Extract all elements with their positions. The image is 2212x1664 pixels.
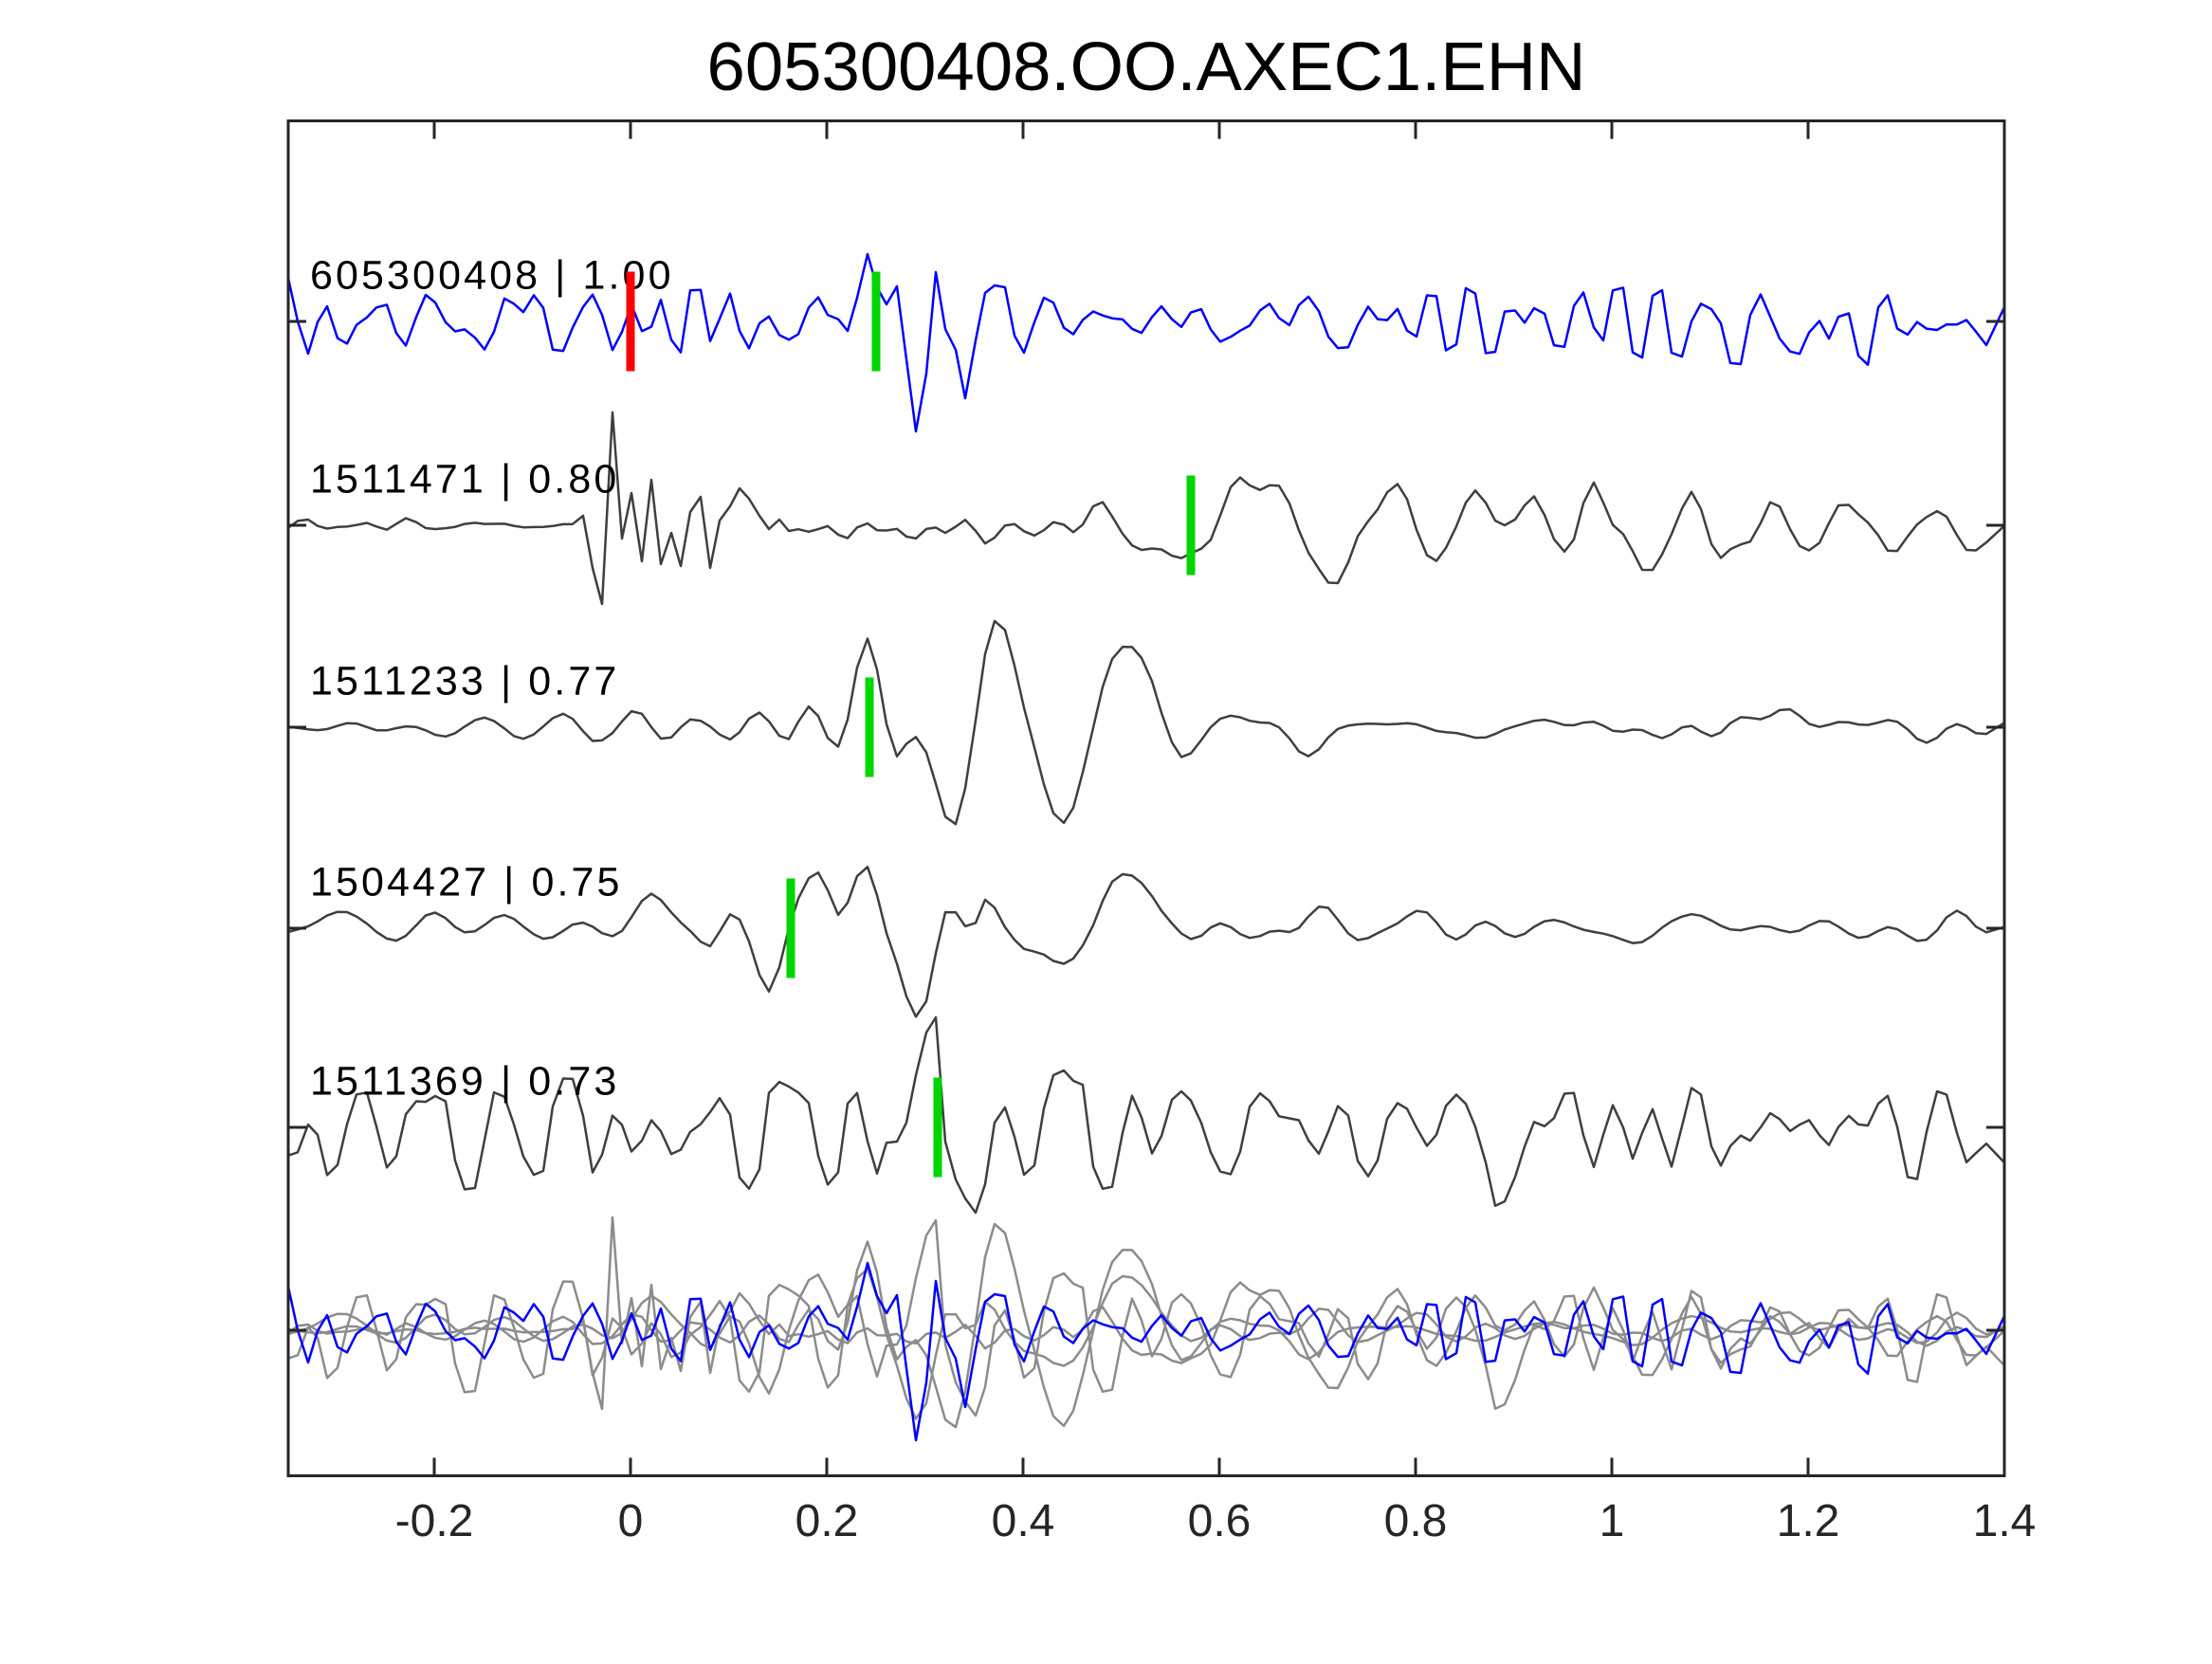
svg-text:1: 1 [1600,1496,1625,1546]
svg-text:0: 0 [618,1496,644,1546]
svg-text:605300408.OO.AXEC1.EHN: 605300408.OO.AXEC1.EHN [707,28,1586,105]
svg-text:1.4: 1.4 [1973,1496,2037,1546]
svg-text:0.6: 0.6 [1188,1496,1252,1546]
svg-text:1511369 | 0.73: 1511369 | 0.73 [310,1059,619,1105]
svg-text:1511471 | 0.80: 1511471 | 0.80 [310,457,619,503]
svg-text:0.8: 0.8 [1384,1496,1448,1546]
svg-text:1.2: 1.2 [1777,1496,1840,1546]
svg-text:-0.2: -0.2 [395,1496,474,1546]
svg-text:605300408 | 1.00: 605300408 | 1.00 [310,253,674,299]
svg-text:1504427 | 0.75: 1504427 | 0.75 [310,860,623,905]
svg-text:0.4: 0.4 [992,1496,1055,1546]
svg-text:0.2: 0.2 [795,1496,859,1546]
svg-text:1511233 | 0.77: 1511233 | 0.77 [310,659,619,704]
